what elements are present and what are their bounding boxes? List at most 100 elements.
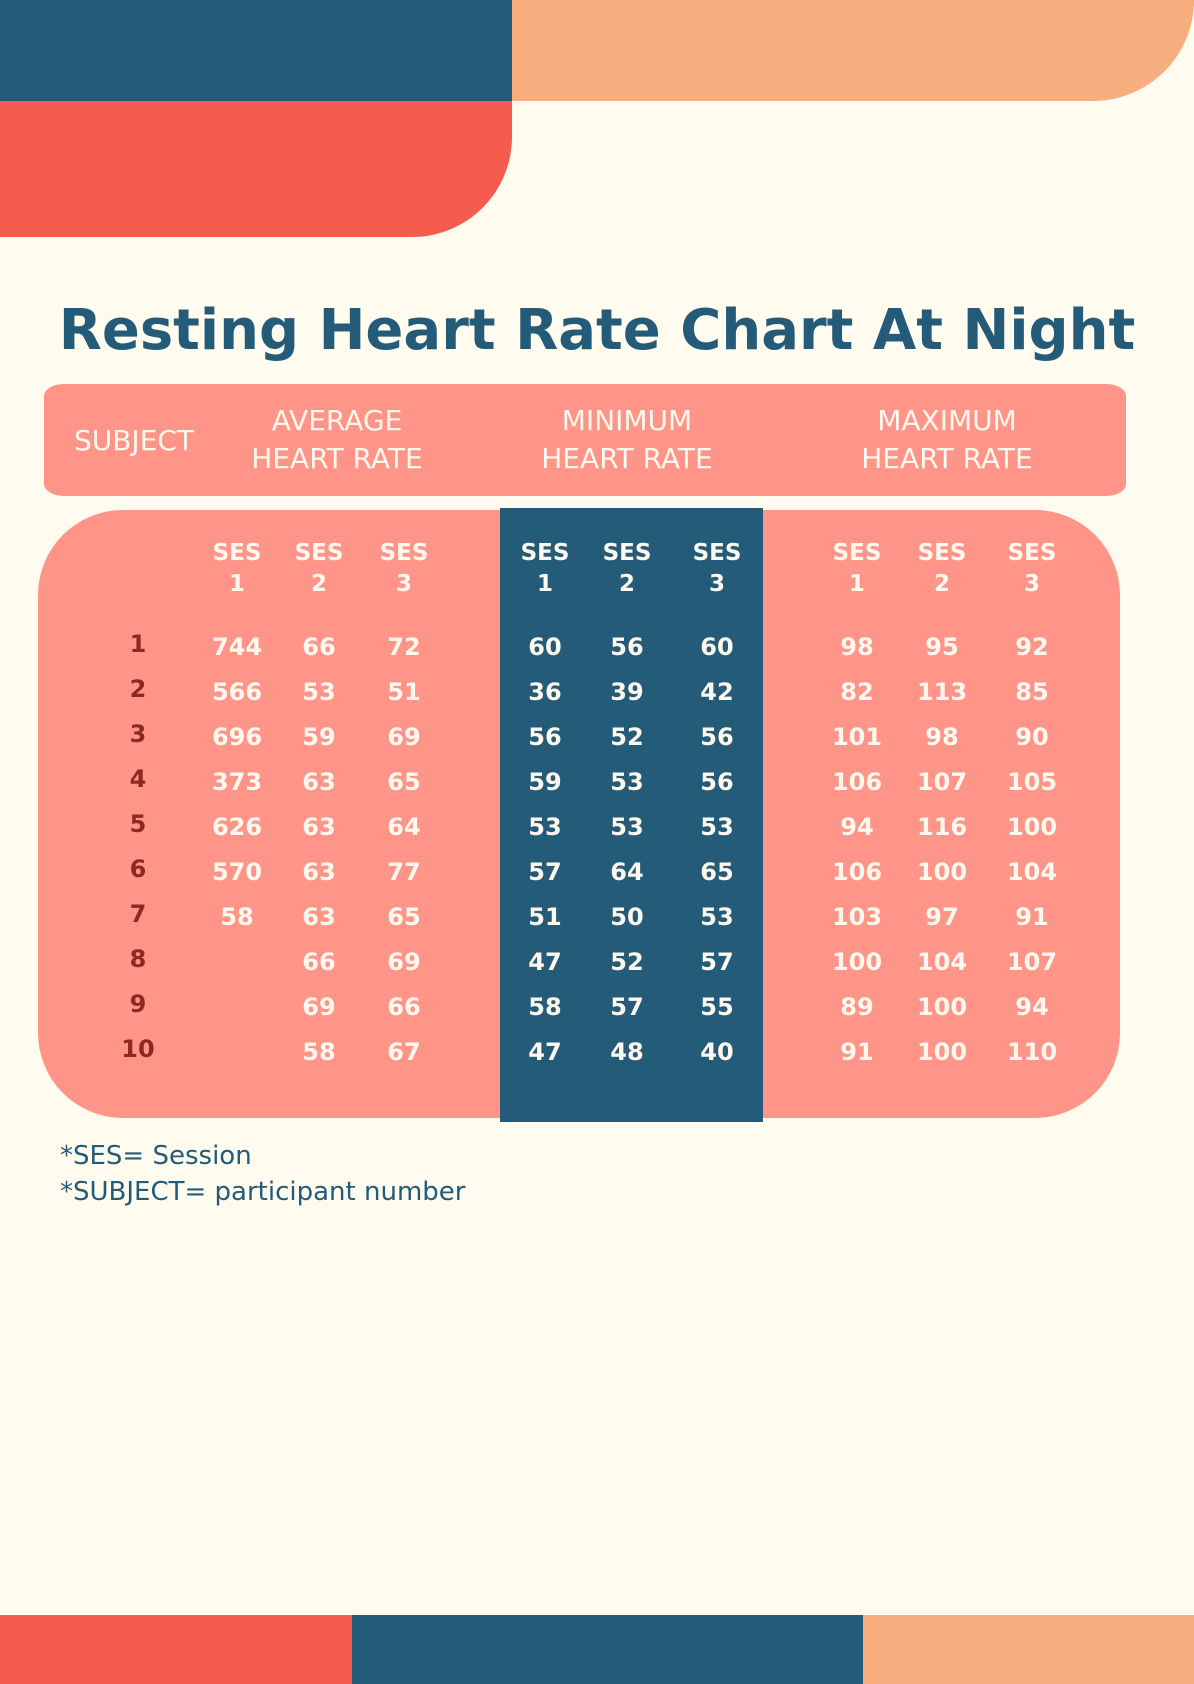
cell-maximum-ses-2: 100	[916, 993, 968, 1021]
session-label-number: 2	[618, 571, 635, 597]
cell-maximum-ses-1: 106	[831, 768, 883, 796]
cell-average-ses-3: 65	[387, 903, 421, 931]
session-label-maximum-2: SES 2	[918, 538, 967, 600]
footer-coral-block	[0, 1615, 352, 1684]
subject-number: 7	[129, 900, 147, 928]
header-maximum-line-1: MAXIMUM	[877, 404, 1017, 437]
cell-average-ses-3: 65	[387, 768, 421, 796]
cell-minimum-ses-3: 65	[700, 858, 734, 886]
cell-minimum-ses-1: 60	[528, 633, 562, 661]
cell-maximum-ses-1: 103	[831, 903, 883, 931]
cell-average-ses-2: 63	[302, 858, 336, 886]
session-label-maximum-1: SES 1	[833, 538, 882, 600]
cell-average-ses-1: 566	[211, 678, 263, 706]
cell-maximum-ses-1: 98	[840, 633, 874, 661]
cell-maximum-ses-2: 113	[916, 678, 968, 706]
session-label-text: SES	[692, 540, 742, 566]
session-label-number: 1	[848, 571, 865, 597]
session-label-minimum-2: SES 2	[603, 538, 652, 600]
cell-maximum-ses-2: 100	[916, 1038, 968, 1066]
cell-minimum-ses-1: 57	[528, 858, 562, 886]
cell-minimum-ses-1: 59	[528, 768, 562, 796]
column-header-bar: SUBJECT AVERAGE HEART RATE MINIMUM HEART…	[44, 384, 1126, 496]
session-label-text: SES	[917, 540, 967, 566]
session-label-number: 2	[933, 571, 950, 597]
subject-number: 3	[129, 720, 147, 748]
footnotes: *SES= Session *SUBJECT= participant numb…	[60, 1138, 465, 1210]
cell-average-ses-3: 67	[387, 1038, 421, 1066]
cell-average-ses-2: 53	[302, 678, 336, 706]
cell-maximum-ses-3: 91	[1015, 903, 1049, 931]
cell-minimum-ses-3: 55	[700, 993, 734, 1021]
cell-minimum-ses-3: 57	[700, 948, 734, 976]
session-label-number: 1	[536, 571, 553, 597]
header-average-line-1: AVERAGE	[271, 404, 403, 437]
cell-maximum-ses-3: 104	[1006, 858, 1058, 886]
cell-maximum-ses-3: 92	[1015, 633, 1049, 661]
cell-minimum-ses-3: 53	[700, 903, 734, 931]
session-label-number: 3	[708, 571, 725, 597]
header-subject: SUBJECT	[73, 424, 195, 457]
cell-average-ses-2: 58	[302, 1038, 336, 1066]
header-minimum-heart-rate: MINIMUM HEART RATE	[541, 402, 712, 478]
cell-maximum-ses-1: 89	[840, 993, 874, 1021]
decor-navy-block	[0, 0, 512, 101]
cell-average-ses-1: 744	[211, 633, 263, 661]
minimum-column-panel	[500, 508, 763, 1122]
cell-maximum-ses-1: 94	[840, 813, 874, 841]
session-label-maximum-3: SES 3	[1008, 538, 1057, 600]
header-minimum-line-1: MINIMUM	[561, 404, 693, 437]
cell-average-ses-1: 626	[211, 813, 263, 841]
cell-maximum-ses-1: 106	[831, 858, 883, 886]
subject-number: 2	[129, 675, 147, 703]
cell-average-ses-1: 373	[211, 768, 263, 796]
cell-average-ses-3: 77	[387, 858, 421, 886]
cell-minimum-ses-1: 47	[528, 1038, 562, 1066]
subject-number: 6	[129, 855, 147, 883]
cell-average-ses-2: 63	[302, 903, 336, 931]
session-label-average-1: SES 1	[213, 538, 262, 600]
cell-maximum-ses-3: 105	[1006, 768, 1058, 796]
cell-maximum-ses-3: 85	[1015, 678, 1049, 706]
decor-coral-block	[0, 101, 512, 237]
session-label-minimum-1: SES 1	[521, 538, 570, 600]
header-maximum-heart-rate: MAXIMUM HEART RATE	[861, 402, 1032, 478]
session-label-number: 1	[228, 571, 245, 597]
cell-maximum-ses-3: 100	[1006, 813, 1058, 841]
cell-maximum-ses-3: 94	[1015, 993, 1049, 1021]
cell-maximum-ses-2: 116	[916, 813, 968, 841]
subject-number: 1	[129, 630, 147, 658]
subject-number: 8	[129, 945, 147, 973]
subject-number: 5	[129, 810, 147, 838]
cell-maximum-ses-2: 107	[916, 768, 968, 796]
footer-peach-block	[863, 1615, 1194, 1684]
footnote-ses: *SES= Session	[60, 1141, 252, 1171]
session-label-text: SES	[212, 540, 262, 566]
header-minimum-line-2: HEART RATE	[541, 442, 713, 475]
cell-minimum-ses-3: 56	[700, 723, 734, 751]
footer-navy-block	[352, 1615, 863, 1684]
cell-minimum-ses-2: 57	[610, 993, 644, 1021]
cell-minimum-ses-2: 48	[610, 1038, 644, 1066]
session-label-text: SES	[1007, 540, 1057, 566]
cell-average-ses-3: 72	[387, 633, 421, 661]
cell-average-ses-3: 66	[387, 993, 421, 1021]
session-label-number: 3	[395, 571, 412, 597]
cell-minimum-ses-2: 52	[610, 723, 644, 751]
cell-average-ses-2: 69	[302, 993, 336, 1021]
subject-number: 4	[129, 765, 147, 793]
session-label-average-3: SES 3	[380, 538, 429, 600]
cell-minimum-ses-2: 50	[610, 903, 644, 931]
session-label-minimum-3: SES 3	[693, 538, 742, 600]
header-average-heart-rate: AVERAGE HEART RATE	[251, 402, 422, 478]
cell-minimum-ses-1: 47	[528, 948, 562, 976]
page-title: Resting Heart Rate Chart At Night	[58, 298, 1136, 363]
decor-peach-block	[512, 0, 1194, 101]
cell-average-ses-3: 51	[387, 678, 421, 706]
cell-average-ses-2: 63	[302, 813, 336, 841]
cell-minimum-ses-3: 40	[700, 1038, 734, 1066]
cell-average-ses-3: 69	[387, 723, 421, 751]
session-label-average-2: SES 2	[295, 538, 344, 600]
cell-maximum-ses-3: 90	[1015, 723, 1049, 751]
cell-average-ses-1: 570	[211, 858, 263, 886]
